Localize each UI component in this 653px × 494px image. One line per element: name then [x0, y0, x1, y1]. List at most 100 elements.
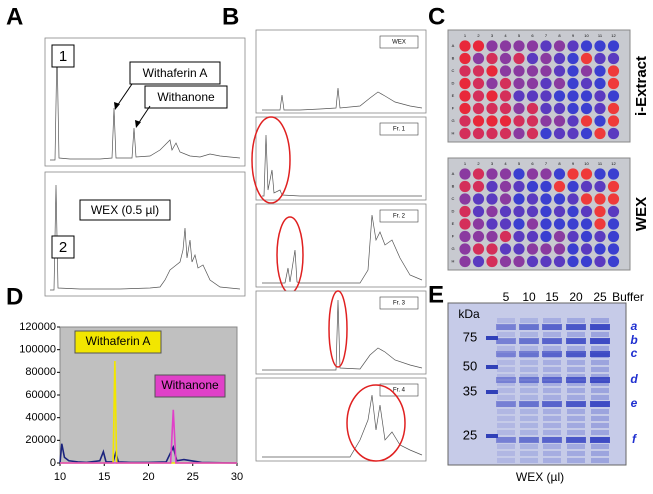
- lane-label: 5: [503, 290, 510, 304]
- smear: [591, 430, 609, 435]
- well: [607, 102, 620, 115]
- well: [580, 52, 593, 65]
- well: [607, 115, 620, 127]
- protein-band: [519, 437, 539, 443]
- trace-label: Fr. 1: [393, 127, 406, 133]
- well: [459, 90, 471, 102]
- well: [594, 168, 606, 180]
- annotation-box: [129, 61, 221, 85]
- well: [567, 193, 579, 205]
- well: [513, 40, 525, 52]
- well: [540, 102, 552, 115]
- well: [499, 102, 512, 115]
- smear: [567, 318, 585, 323]
- smear: [567, 409, 585, 414]
- inset-box: [51, 235, 75, 259]
- plate-row-label: A: [452, 171, 455, 176]
- smear: [520, 360, 538, 365]
- well: [594, 90, 606, 102]
- plate-row-label: D: [452, 81, 455, 86]
- well: [472, 90, 485, 102]
- well: [567, 168, 579, 180]
- well: [553, 218, 566, 230]
- well: [540, 180, 552, 193]
- well: [486, 52, 498, 65]
- well: [580, 127, 593, 140]
- smear: [567, 416, 585, 421]
- smear: [497, 402, 515, 407]
- well: [553, 243, 566, 255]
- plate-row-label: F: [452, 234, 455, 239]
- plate-row-label: G: [451, 118, 454, 123]
- series-line: [60, 409, 237, 464]
- plate-row-label: B: [452, 184, 455, 189]
- smear: [497, 346, 515, 351]
- well: [607, 230, 620, 243]
- well: [607, 90, 620, 102]
- arrow: [137, 105, 151, 125]
- protein-band: [590, 401, 610, 407]
- well: [513, 218, 525, 230]
- y-tick-label: 80000: [25, 366, 56, 378]
- well: [472, 115, 485, 127]
- well: [486, 90, 498, 102]
- well: [513, 255, 525, 268]
- protein-band: [542, 437, 562, 443]
- well: [513, 230, 525, 243]
- inset-label: 1: [59, 48, 67, 65]
- well: [499, 180, 512, 193]
- well: [526, 180, 539, 193]
- well: [499, 40, 512, 52]
- well: [607, 77, 620, 90]
- marker-label: 25: [463, 427, 477, 442]
- well: [580, 115, 593, 127]
- annotation: Withaferin A: [143, 66, 208, 80]
- smear: [520, 430, 538, 435]
- well: [472, 40, 485, 52]
- smear: [567, 381, 585, 386]
- well: [594, 205, 606, 218]
- smear: [567, 367, 585, 372]
- well: [526, 205, 539, 218]
- band-label: d: [630, 372, 638, 386]
- smear: [591, 332, 609, 337]
- smear: [497, 423, 515, 428]
- well: [526, 230, 539, 243]
- plate-col-label: 11: [598, 33, 603, 38]
- well: [499, 218, 512, 230]
- well: [526, 77, 539, 90]
- y-tick-label: 100000: [19, 344, 56, 356]
- well: [526, 52, 539, 65]
- plate-col-label: 12: [611, 161, 616, 166]
- well: [459, 77, 471, 90]
- well: [567, 230, 579, 243]
- well: [499, 193, 512, 205]
- well: [459, 168, 471, 180]
- well: [567, 40, 579, 52]
- well: [567, 102, 579, 115]
- well: [540, 127, 552, 140]
- plate-col-label: 2: [477, 33, 480, 38]
- annotation-box: [79, 199, 171, 221]
- well: [553, 40, 566, 52]
- protein-band: [566, 351, 586, 357]
- well: [499, 115, 512, 127]
- protein-band: [542, 338, 562, 344]
- smear: [497, 430, 515, 435]
- well: [553, 115, 566, 127]
- smear: [543, 318, 561, 323]
- smear: [543, 374, 561, 379]
- well: [513, 115, 525, 127]
- protein-band: [496, 401, 516, 407]
- lane-label: 20: [569, 290, 583, 304]
- well: [607, 168, 620, 180]
- well: [594, 243, 606, 255]
- well: [513, 193, 525, 205]
- plate-col-label: 8: [558, 161, 561, 166]
- trace: [262, 394, 423, 458]
- well: [580, 255, 593, 268]
- protein-band: [542, 401, 562, 407]
- smear: [520, 381, 538, 386]
- trace-label: WEX: [392, 40, 406, 46]
- smear: [497, 444, 515, 449]
